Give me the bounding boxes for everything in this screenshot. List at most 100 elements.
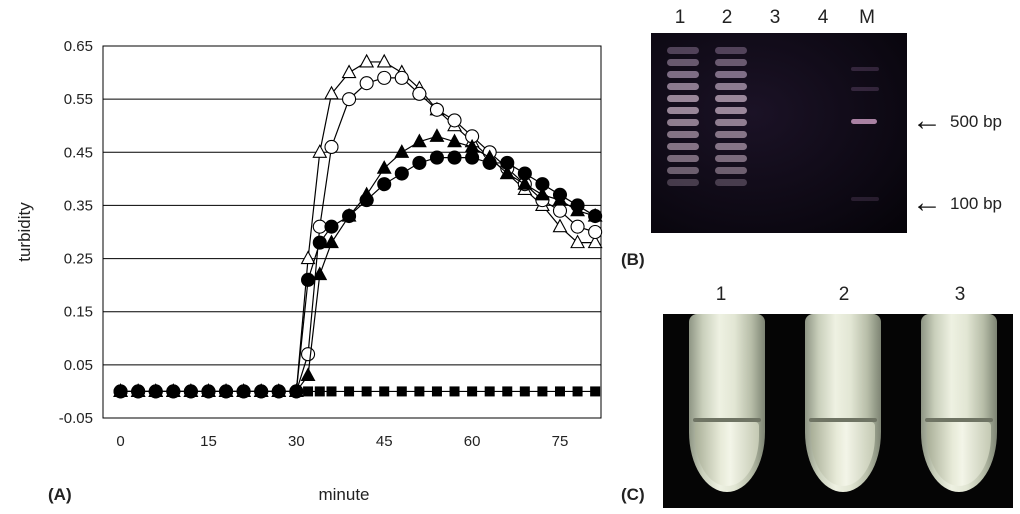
x-tick-label: 15 — [200, 433, 217, 450]
data-point-circle-filled — [429, 150, 445, 165]
data-point-square-filled — [519, 386, 530, 397]
data-point-square-filled — [150, 386, 161, 397]
data-point-square-filled — [168, 386, 179, 397]
data-point-triangle-open — [587, 234, 603, 249]
data-point-circle-open — [312, 219, 327, 234]
data-point-triangle-open — [324, 85, 339, 100]
data-point-triangle-filled — [552, 191, 568, 206]
marker-arrow-100-icon: ← — [912, 186, 942, 219]
data-point-square-filled — [185, 386, 196, 397]
y-tick-label: 0.15 — [64, 304, 93, 321]
data-point-circle-open — [342, 92, 357, 107]
y-tick-label: 0.35 — [64, 197, 93, 214]
data-point-circle-open — [394, 70, 409, 85]
data-point-square-filled — [314, 386, 325, 397]
data-point-circle-open — [429, 102, 445, 117]
y-tick-label: -0.05 — [59, 410, 93, 427]
y-tick-label: 0.55 — [64, 91, 93, 108]
data-point-square-filled — [484, 386, 495, 397]
gel-lane-label-1: 1 — [674, 7, 686, 28]
y-tick-label: 0.45 — [64, 144, 93, 161]
data-point-square-filled — [572, 386, 583, 397]
data-point-triangle-filled — [499, 165, 515, 180]
gel-lane-label-4: 4 — [817, 7, 829, 28]
gel-lane-label-3: 3 — [769, 7, 781, 28]
tube-1 — [689, 314, 765, 492]
tube-label-1: 1 — [715, 284, 727, 305]
data-point-square-filled — [414, 386, 425, 397]
data-point-triangle-filled — [341, 207, 357, 222]
data-point-circle-open — [359, 76, 374, 91]
data-point-triangle-filled — [464, 138, 480, 153]
data-point-square-filled — [133, 386, 144, 397]
data-point-circle-filled — [465, 150, 480, 165]
x-tick-label: 60 — [464, 433, 481, 450]
data-point-triangle-open — [300, 250, 316, 265]
data-point-circle-open — [447, 113, 462, 128]
data-point-triangle-filled — [376, 160, 392, 174]
data-point-circle-open — [301, 347, 316, 362]
data-point-square-filled — [502, 386, 513, 397]
data-point-square-filled — [273, 386, 284, 397]
data-point-square-filled — [590, 386, 601, 397]
data-point-square-filled — [238, 386, 249, 397]
tube-2 — [805, 314, 881, 492]
data-point-square-filled — [361, 386, 372, 397]
data-point-triangle-open — [570, 234, 585, 249]
data-point-square-filled — [554, 386, 565, 397]
data-point-square-filled — [449, 386, 460, 397]
gel-image — [651, 33, 907, 233]
data-point-circle-open — [377, 70, 392, 85]
data-point-circle-filled — [412, 155, 427, 170]
data-point-circle-open — [552, 203, 568, 218]
data-point-circle-filled — [312, 235, 327, 250]
x-tick-label: 75 — [552, 433, 569, 450]
data-point-square-filled — [467, 386, 478, 397]
data-point-square-filled — [326, 386, 337, 397]
marker-label-500: 500 bp — [950, 112, 1002, 131]
y-tick-label: 0.05 — [64, 357, 93, 374]
data-point-circle-filled — [394, 166, 409, 181]
data-point-triangle-open — [359, 53, 375, 68]
data-point-square-filled — [431, 386, 442, 397]
data-point-square-filled — [291, 386, 302, 397]
data-point-triangle-filled — [570, 202, 585, 217]
x-tick-label: 0 — [116, 433, 124, 450]
x-tick-label: 30 — [288, 433, 305, 450]
data-point-triangle-filled — [324, 234, 339, 249]
data-point-triangle-filled — [312, 266, 328, 281]
panel-label-c: (C) — [621, 485, 645, 504]
data-point-square-filled — [115, 386, 126, 397]
data-point-square-filled — [256, 386, 267, 397]
y-axis-title: turbidity — [15, 202, 34, 262]
tube-photo — [663, 314, 1013, 508]
gel-lane-label-m: M — [859, 7, 875, 28]
tube-label-3: 3 — [954, 284, 966, 305]
gel-lane-1 — [667, 47, 699, 217]
tube-3 — [921, 314, 997, 492]
data-point-triangle-open — [341, 64, 357, 79]
data-point-triangle-open — [312, 144, 328, 158]
data-point-circle-filled — [324, 219, 339, 234]
data-point-triangle-open — [376, 53, 392, 68]
data-point-square-filled — [344, 386, 355, 397]
data-point-square-filled — [221, 386, 232, 397]
data-point-triangle-filled — [300, 367, 316, 382]
data-point-square-filled — [379, 386, 390, 397]
y-tick-label: 0.25 — [64, 251, 93, 268]
data-point-triangle-filled — [482, 149, 498, 164]
tube-label-2: 2 — [838, 284, 850, 305]
data-point-circle-open — [324, 139, 339, 155]
data-point-circle-open — [412, 86, 427, 101]
data-point-circle-filled — [377, 177, 392, 192]
data-point-triangle-filled — [394, 144, 410, 158]
data-point-triangle-filled — [411, 133, 427, 148]
series-line-triangle-open — [120, 61, 596, 393]
data-point-square-filled — [303, 386, 314, 397]
turbidity-chart: -0.05 0.05 0.15 0.25 0.35 0.45 0.55 0.65 0 15 30 45… — [15, 38, 603, 504]
marker-label-100: 100 bp — [950, 194, 1002, 213]
data-point-square-filled — [537, 386, 548, 397]
data-point-square-filled — [203, 386, 214, 397]
data-point-circle-filled — [447, 150, 462, 165]
panel-label-a: (A) — [48, 485, 72, 504]
